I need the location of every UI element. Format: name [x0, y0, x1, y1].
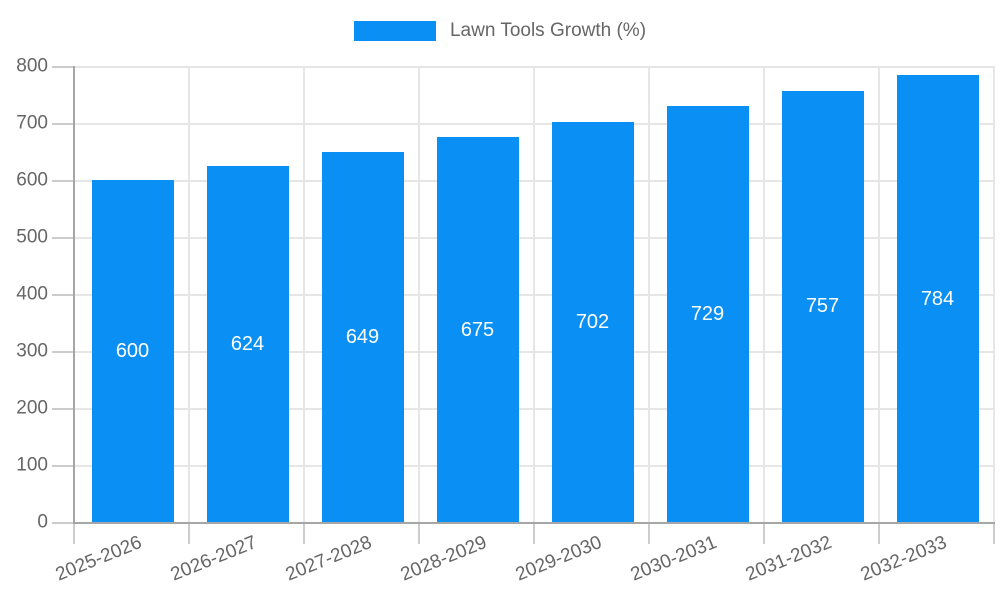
bar: 624: [206, 166, 289, 522]
gridline-h: [75, 465, 995, 467]
y-axis-tick: [52, 522, 73, 524]
bar-value-label: 784: [920, 287, 955, 310]
bar: 600: [91, 180, 174, 522]
x-axis-label: 2026-2027: [167, 532, 260, 586]
y-axis-label: 700: [16, 112, 48, 134]
gridline-h: [75, 351, 995, 353]
y-axis-tick: [52, 294, 73, 296]
bar-value-label: 600: [115, 340, 150, 362]
x-axis-tick: [533, 524, 535, 544]
y-axis-tick: [52, 351, 73, 353]
x-axis-label: 2029-2030: [512, 532, 605, 586]
x-axis-tick: [418, 524, 420, 544]
x-axis-label: 2028-2029: [397, 532, 490, 586]
y-axis-tick: [52, 180, 73, 182]
x-axis-tick: [763, 524, 765, 544]
gridline-h: [75, 408, 995, 410]
x-axis-tick: [648, 524, 650, 544]
gridline-h: [75, 237, 995, 239]
x-axis-tick: [188, 524, 190, 544]
gridline-v: [303, 66, 305, 522]
y-axis-tick: [52, 66, 73, 68]
x-axis-label: 2030-2031: [627, 532, 720, 586]
bar: 784: [896, 75, 979, 522]
gridline-v: [763, 66, 765, 522]
gridline-h: [75, 180, 995, 182]
legend-swatch: [353, 21, 436, 41]
bar: 649: [321, 152, 404, 522]
x-axis-tick: [73, 524, 75, 544]
bar: 702: [551, 121, 634, 522]
x-axis-tick: [878, 524, 880, 544]
gridline-h: [75, 294, 995, 296]
y-axis-label: 400: [16, 283, 48, 305]
x-axis-label: 2027-2028: [282, 532, 375, 586]
gridline-v: [188, 66, 190, 522]
y-axis-label: 300: [16, 340, 48, 362]
y-axis-label: 800: [16, 55, 48, 77]
gridline-h: [75, 66, 995, 68]
x-axis-label: 2032-2033: [857, 532, 950, 586]
y-axis-label: 100: [16, 454, 48, 476]
x-axis-tick: [993, 524, 995, 544]
plot-area: 0 100 200 300 400 500 600 700 800 600 2025-2026 624…: [16, 57, 995, 586]
gridline-v: [648, 66, 650, 522]
y-axis-tick: [52, 465, 73, 467]
bar-value-label: 729: [690, 303, 725, 326]
bar-value-label: 649: [345, 326, 380, 349]
bar-value-label: 702: [575, 310, 610, 333]
bar: 729: [666, 106, 749, 522]
y-axis-tick: [52, 237, 73, 239]
legend-label: Lawn Tools Growth (%): [449, 20, 647, 41]
gridline-v: [418, 66, 420, 522]
y-axis-label: 200: [16, 397, 48, 419]
gridline-h: [75, 123, 995, 125]
bar: 757: [781, 90, 864, 522]
x-axis-label: 2031-2032: [742, 532, 835, 586]
y-axis-tick: [52, 408, 73, 410]
bar-value-label: 757: [805, 295, 840, 318]
bar: 675: [436, 137, 519, 522]
gridline-v: [533, 66, 535, 522]
y-axis-label: 500: [16, 226, 48, 248]
gridline-v: [878, 66, 880, 522]
gridline-v: [993, 66, 995, 522]
chart-legend: Lawn Tools Growth (%): [0, 20, 1000, 42]
y-axis-tick: [52, 123, 73, 125]
y-axis-label: 600: [16, 169, 48, 191]
y-axis-label: 0: [37, 511, 48, 533]
x-axis-tick: [303, 524, 305, 544]
bar-value-label: 624: [230, 333, 265, 356]
x-axis-label: 2025-2026: [52, 532, 145, 586]
bar-value-label: 675: [460, 318, 495, 341]
